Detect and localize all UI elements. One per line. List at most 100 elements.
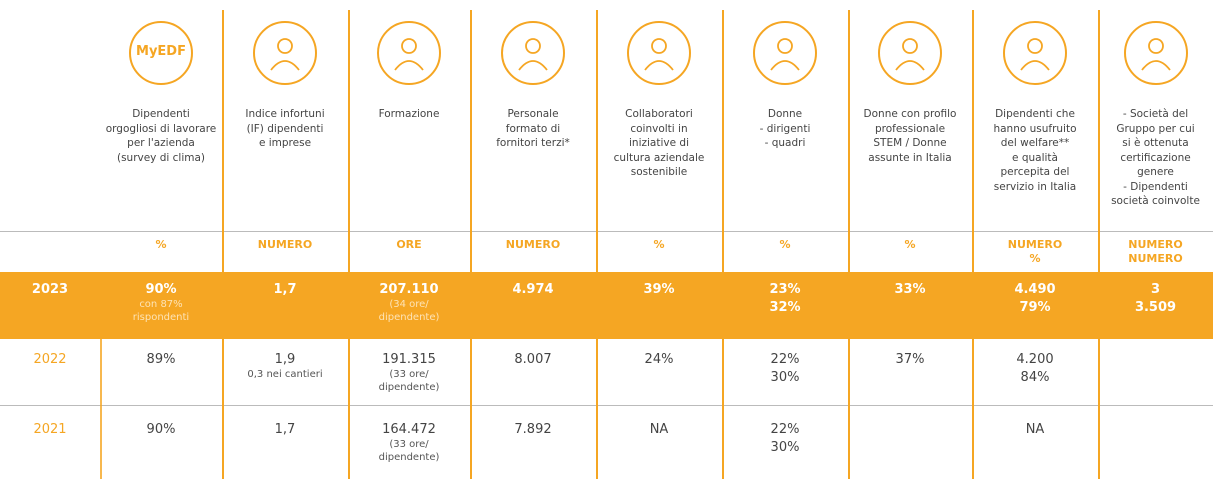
column-label: - dirigenti (759, 122, 811, 135)
cell-value: 3.509 (1134, 300, 1177, 315)
cell-value: 79% (1019, 300, 1051, 315)
cell-value: 39% (643, 282, 675, 297)
icon (627, 21, 691, 85)
column-divider (722, 10, 724, 479)
column-label: società coinvolte (1111, 195, 1200, 207)
unit-label: NUMERO (1128, 252, 1183, 265)
unit-label: NUMERO (257, 238, 313, 251)
column-label: Gruppo per cui (1116, 122, 1195, 135)
unit-label: NUMERO (1007, 238, 1063, 251)
header-separator (0, 231, 1213, 232)
cell-value: 30% (770, 370, 800, 385)
year-label: 2021 (33, 422, 67, 437)
cell-value: 30% (770, 440, 800, 455)
icon-text: MyEDF (136, 44, 186, 59)
unit-label: % (904, 238, 916, 251)
column-label: Formazione (378, 108, 440, 120)
column-label: del welfare** (1000, 137, 1070, 149)
column-divider (222, 10, 224, 479)
cell-value: 22% (770, 352, 800, 367)
cell-note: dipendente) (378, 382, 440, 393)
cell-value: 191.315 (382, 352, 436, 367)
cell-value: 24% (644, 352, 674, 367)
column-label: Dipendenti che (995, 108, 1075, 120)
highlight-row (0, 272, 1213, 339)
cell-value: 37% (895, 352, 925, 367)
column-label: formato di (505, 122, 561, 135)
cell-value: 1,7 (274, 422, 296, 437)
column-label: iniziative di (629, 137, 689, 149)
icon (753, 21, 817, 85)
cell-value: 164.472 (382, 422, 436, 437)
cell-note: (33 ore/ (389, 369, 429, 380)
column-label: Collaboratori (625, 108, 693, 120)
unit-label: % (779, 238, 791, 251)
icon (1003, 21, 1067, 85)
cell-value: 23% (769, 282, 801, 297)
column-label: orgogliosi di lavorare (105, 122, 217, 135)
column-label: e qualità (1012, 151, 1058, 164)
column-divider (972, 10, 974, 479)
column-label: STEM / Donne (873, 137, 947, 149)
column-label: e imprese (258, 137, 312, 149)
cell-value: 207.110 (379, 282, 439, 297)
icon (253, 21, 317, 85)
column-label: certificazione (1120, 151, 1191, 164)
cell-note: con 87% (139, 299, 183, 310)
cell-value: 7.892 (514, 422, 552, 437)
column-label: servizio in Italia (993, 180, 1077, 193)
cell-value: 90% (146, 422, 176, 437)
column-label: cultura aziendale (613, 151, 705, 164)
cell-note: (34 ore/ (389, 299, 429, 310)
column-label: coinvolti in (630, 122, 688, 135)
cell-value: 22% (770, 422, 800, 437)
cell-note: dipendente) (378, 312, 440, 323)
icon (878, 21, 942, 85)
icon (129, 21, 193, 85)
cell-value: 4.490 (1014, 282, 1056, 297)
cell-note: rispondenti (132, 312, 190, 323)
column-label: genere (1137, 166, 1174, 178)
column-label: sostenibile (630, 166, 688, 178)
cell-note: (33 ore/ (389, 439, 429, 450)
column-label: Dipendenti (132, 108, 190, 120)
column-divider (348, 10, 350, 479)
column-label: si è ottenuta (1122, 137, 1189, 149)
column-divider (848, 10, 850, 479)
icon (501, 21, 565, 85)
cell-note: 0,3 nei cantieri (247, 369, 323, 380)
cell-value: 33% (894, 282, 926, 297)
icon (1123, 21, 1188, 85)
unit-label: % (1029, 252, 1041, 265)
column-label: - quadri (764, 137, 806, 149)
year-label: 2023 (31, 282, 69, 297)
column-label: (survey di clima) (116, 151, 206, 164)
column-divider (596, 10, 598, 479)
column-label: - Dipendenti (1123, 180, 1188, 193)
column-divider (1098, 10, 1100, 479)
column-label: hanno usufruito (993, 122, 1077, 135)
cell-value: 90% (145, 282, 177, 297)
cell-note: dipendente) (378, 452, 440, 463)
cell-value: 1,9 (274, 352, 296, 367)
column-label: Donne (767, 108, 803, 120)
column-label: Donne con profilo (863, 108, 957, 120)
cell-value: 8.007 (514, 352, 552, 367)
column-label: per l'azienda (127, 137, 195, 149)
year-label: 2022 (33, 352, 67, 367)
column-divider (470, 10, 472, 479)
cell-value: 32% (769, 300, 801, 315)
column-label: (IF) dipendenti (246, 122, 324, 135)
cell-value: NA (649, 422, 669, 437)
column-label: assunte in Italia (868, 151, 952, 164)
column-label: Indice infortuni (245, 108, 325, 120)
year-divider (100, 272, 102, 479)
unit-label: % (155, 238, 167, 251)
column-label: professionale (874, 122, 946, 135)
cell-value: 89% (146, 352, 176, 367)
icon (377, 21, 441, 85)
cell-value: 4.200 (1016, 352, 1054, 367)
cell-value: 84% (1020, 370, 1050, 385)
